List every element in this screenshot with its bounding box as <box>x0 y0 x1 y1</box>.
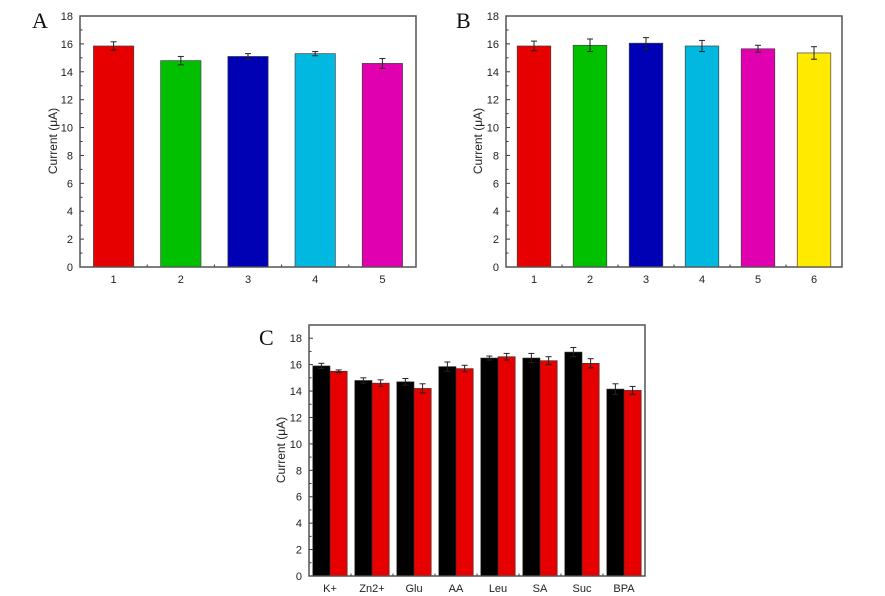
bar-c-series-2-zn2 <box>371 382 390 577</box>
x-tick-label-a: 1 <box>111 274 117 286</box>
y-tick-label-a: 14 <box>61 67 73 79</box>
y-tick-label-b: 4 <box>493 206 499 218</box>
y-tick-label-a: 0 <box>67 262 73 274</box>
bar-c-series-2-leu <box>497 356 516 577</box>
panel-label-b: B <box>456 8 471 33</box>
x-tick-label-b: 5 <box>755 274 761 286</box>
y-tick-label-b: 18 <box>487 11 499 23</box>
x-tick-label-c: Glu <box>405 583 422 595</box>
y-tick-label-b: 8 <box>493 150 499 162</box>
axis-frame-b <box>505 15 843 268</box>
bar-a-2 <box>160 60 202 268</box>
bar-c-series-1-zn2 <box>354 380 373 577</box>
y-tick-label-c: 4 <box>296 518 302 530</box>
bar-c-series-2-suc <box>581 363 600 577</box>
bar-c-series-2-sa <box>539 360 558 577</box>
y-tick-label-a: 2 <box>67 234 73 246</box>
y-axis-title-a: Current (μA) <box>46 108 60 174</box>
y-tick-label-b: 12 <box>487 95 499 107</box>
bar-c-series-1-k <box>312 365 331 577</box>
y-tick-label-b: 14 <box>487 67 499 79</box>
y-tick-label-c: 14 <box>290 386 302 398</box>
y-axis-title-c: Current (μA) <box>274 417 288 483</box>
y-tick-label-a: 16 <box>61 39 73 51</box>
bar-b-5 <box>740 48 776 268</box>
y-tick-label-b: 6 <box>493 178 499 190</box>
x-tick-label-a: 3 <box>245 274 251 286</box>
bar-a-5 <box>361 63 403 268</box>
y-tick-label-b: 16 <box>487 39 499 51</box>
bar-c-series-1-suc <box>564 351 583 577</box>
axis-frame-top-b <box>505 15 843 268</box>
y-tick-label-a: 4 <box>67 206 73 218</box>
bar-b-4 <box>684 45 720 268</box>
x-tick-label-c: Suc <box>573 583 592 595</box>
y-tick-label-a: 8 <box>67 150 73 162</box>
bar-c-series-2-glu <box>413 388 432 577</box>
x-tick-label-c: Leu <box>489 583 507 595</box>
bar-b-1 <box>516 45 552 268</box>
bar-b-6 <box>796 52 832 268</box>
panel-label-a: A <box>32 8 48 33</box>
axis-frame-top-a <box>79 15 417 268</box>
x-tick-label-a: 2 <box>178 274 184 286</box>
y-tick-label-c: 16 <box>290 360 302 372</box>
y-tick-label-b: 0 <box>493 262 499 274</box>
y-tick-label-c: 0 <box>296 571 302 583</box>
bar-c-series-2-k <box>329 370 348 577</box>
x-tick-label-b: 6 <box>811 274 817 286</box>
y-tick-label-c: 10 <box>290 439 302 451</box>
x-tick-label-c: AA <box>449 583 464 595</box>
y-tick-label-b: 2 <box>493 234 499 246</box>
bar-c-series-1-leu <box>480 357 499 577</box>
y-tick-label-c: 18 <box>290 333 302 345</box>
x-tick-label-a: 4 <box>312 274 318 286</box>
x-tick-label-c: K+ <box>323 583 337 595</box>
x-tick-label-b: 2 <box>587 274 593 286</box>
bar-b-3 <box>628 42 664 268</box>
x-tick-label-b: 4 <box>699 274 705 286</box>
plot-area-c: 0 2 4 6 8 10 12 14 16 18 K+ Zn2+ Glu AA Leu SA Suc BPA <box>290 324 646 595</box>
bar-c-series-1-glu <box>396 381 415 577</box>
x-tick-label-c: BPA <box>613 583 635 595</box>
bar-b-2 <box>572 44 608 268</box>
y-tick-label-c: 12 <box>290 412 302 424</box>
bar-a-4 <box>294 53 336 268</box>
y-tick-label-b: 10 <box>487 123 499 135</box>
y-tick-label-a: 12 <box>61 95 73 107</box>
x-tick-label-a: 5 <box>379 274 385 286</box>
bar-a-1 <box>93 45 135 268</box>
bar-c-series-2-bpa <box>623 390 642 577</box>
y-tick-label-c: 2 <box>296 545 302 557</box>
y-axis-title-b: Current (μA) <box>471 108 485 174</box>
x-tick-label-c: Zn2+ <box>359 583 384 595</box>
x-tick-label-c: SA <box>533 583 548 595</box>
bar-a-3 <box>227 56 269 268</box>
bar-c-series-1-bpa <box>606 388 625 577</box>
panel-label-c: C <box>259 325 274 350</box>
bar-c-series-1-aa <box>438 366 457 577</box>
y-tick-label-c: 6 <box>296 492 302 504</box>
y-tick-label-a: 6 <box>67 178 73 190</box>
bar-c-series-2-aa <box>455 368 474 577</box>
y-tick-label-a: 10 <box>61 123 73 135</box>
x-tick-label-b: 3 <box>643 274 649 286</box>
axis-frame-top-c <box>308 324 646 577</box>
y-tick-label-c: 8 <box>296 465 302 477</box>
x-tick-label-b: 1 <box>531 274 537 286</box>
bar-c-series-1-sa <box>522 357 541 577</box>
y-tick-label-a: 18 <box>61 11 73 23</box>
